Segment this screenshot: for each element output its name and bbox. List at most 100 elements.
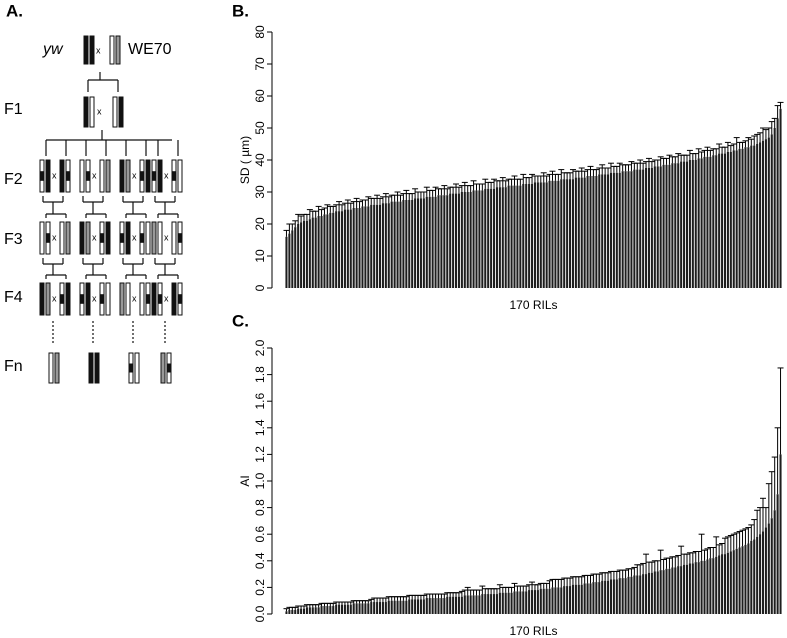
y-tick-label: 70 <box>253 57 267 71</box>
bar <box>557 180 560 288</box>
chromosome-segment <box>152 171 156 181</box>
chromosome <box>145 221 151 255</box>
bar <box>700 158 703 288</box>
bar <box>715 155 718 288</box>
chromosome <box>94 352 100 384</box>
bar <box>764 527 767 614</box>
bar <box>405 600 408 614</box>
bar <box>463 595 466 614</box>
bar <box>452 193 455 288</box>
bar <box>343 604 346 614</box>
chromosome <box>88 352 94 384</box>
chromosome <box>119 282 125 316</box>
bar <box>767 137 770 288</box>
bar <box>706 156 709 288</box>
bar <box>393 201 396 288</box>
bar <box>636 575 639 614</box>
chromosome <box>171 282 177 316</box>
bar <box>452 596 455 614</box>
bar <box>697 562 700 614</box>
bar <box>612 579 615 614</box>
chromosome <box>160 352 166 384</box>
bar <box>759 142 762 288</box>
bar <box>653 571 656 614</box>
chromosome-segment <box>40 171 44 181</box>
bar <box>531 590 534 614</box>
bar <box>723 554 727 614</box>
y-tick-label: 0 <box>253 284 267 291</box>
bar <box>349 604 352 614</box>
bar <box>522 184 525 288</box>
bar <box>495 594 498 614</box>
chromosome <box>45 282 51 316</box>
bar <box>370 602 373 614</box>
bar <box>548 180 551 288</box>
bar <box>615 579 618 614</box>
chromosome <box>171 221 177 255</box>
generation-label: F1 <box>4 101 23 118</box>
bar <box>650 168 653 288</box>
bar <box>472 595 475 614</box>
bar <box>542 588 545 614</box>
bar <box>498 187 501 288</box>
bar <box>747 147 750 288</box>
bar <box>770 518 773 614</box>
bar <box>308 607 311 614</box>
bar <box>460 192 463 288</box>
bar <box>779 108 782 288</box>
bar <box>583 177 586 288</box>
bar <box>560 179 563 288</box>
bar <box>776 494 779 614</box>
chromosome <box>139 282 145 316</box>
bar <box>387 203 390 288</box>
bar <box>501 187 504 288</box>
bar <box>288 233 291 288</box>
y-tick-label: 20 <box>253 217 267 231</box>
bar <box>759 534 762 614</box>
bar <box>709 558 712 614</box>
chromosome <box>59 159 65 193</box>
bar <box>314 607 317 614</box>
bar <box>355 603 358 614</box>
cross-symbol: x <box>52 170 57 180</box>
bar <box>712 155 715 288</box>
bar <box>536 182 539 288</box>
bar <box>478 595 481 614</box>
bar <box>761 140 765 288</box>
chromosome <box>65 221 71 255</box>
bar <box>335 211 338 288</box>
bar <box>574 177 577 288</box>
chromosome <box>119 159 125 193</box>
bar <box>753 539 756 614</box>
bar <box>744 147 747 288</box>
bar <box>723 153 727 288</box>
bar <box>647 572 651 614</box>
bar <box>569 586 572 614</box>
bar <box>384 203 387 288</box>
cross-symbol: x <box>52 293 57 303</box>
bar <box>601 580 604 614</box>
bar <box>416 599 420 614</box>
bar <box>604 174 607 288</box>
bar <box>513 185 516 288</box>
bar <box>621 171 624 288</box>
chromosome-segment <box>60 294 64 304</box>
chromosome <box>59 221 65 255</box>
bar <box>428 196 431 288</box>
bar <box>633 169 636 288</box>
chromosome <box>45 159 51 193</box>
bar <box>662 570 665 614</box>
bar <box>531 184 534 288</box>
chromosome <box>54 352 60 384</box>
bar <box>516 591 519 614</box>
bar <box>595 582 598 614</box>
bar <box>627 171 630 288</box>
bar <box>607 580 610 614</box>
bar <box>516 185 519 288</box>
bar <box>706 559 709 614</box>
bar <box>367 603 370 614</box>
bar <box>525 184 528 288</box>
bar <box>688 563 691 614</box>
chromosome <box>177 159 183 193</box>
chromosome <box>145 159 151 193</box>
